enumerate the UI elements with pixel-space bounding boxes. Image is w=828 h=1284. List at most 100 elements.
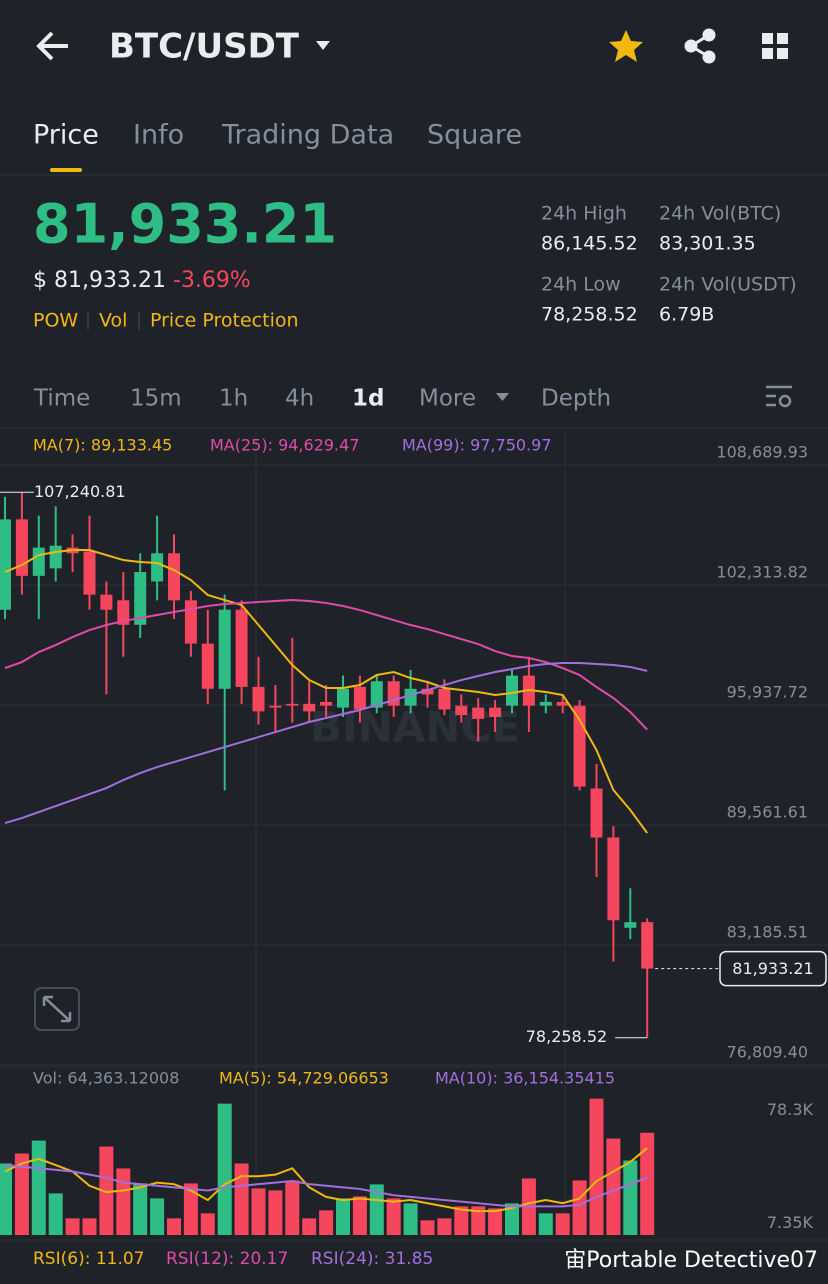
volume-bar [623, 1160, 638, 1235]
pair-dropdown[interactable] [316, 41, 330, 50]
volume-bar [454, 1206, 469, 1235]
legend-entry: MA(10): 36,154.35415 [435, 1069, 615, 1088]
candle-body [100, 594, 113, 610]
tab[interactable]: Info [133, 120, 184, 151]
stat-value: 86,145.52 [541, 233, 638, 255]
tag[interactable]: Vol [99, 310, 127, 332]
candle-body [337, 688, 349, 708]
high-label: 107,240.81 [34, 482, 126, 501]
volume-bar [14, 1153, 29, 1235]
volume-bar [538, 1213, 553, 1235]
volume-bar [0, 1163, 12, 1235]
volume-bar [99, 1146, 114, 1235]
volume-bar [82, 1218, 97, 1235]
user-watermark: 宙Portable Detective07 [564, 1248, 818, 1273]
tab[interactable]: Price [33, 120, 99, 151]
share-button[interactable] [684, 28, 716, 64]
volume-bar [437, 1218, 452, 1235]
legend-entry: MA(25): 94,629.47 [210, 436, 360, 455]
rsi-label: RSI(6): 11.07 [33, 1249, 145, 1269]
volume-bar [319, 1210, 334, 1235]
volume-bar [336, 1198, 350, 1235]
y-tick-label: 108,689.93 [716, 443, 808, 462]
volume-bar [133, 1183, 148, 1235]
last-price: 81,933.21 [33, 193, 337, 256]
tab-indicator [50, 168, 82, 172]
candle-body [0, 519, 11, 610]
fullscreen-icon [42, 995, 72, 1023]
volume-bar [31, 1140, 46, 1235]
interval[interactable]: 4h [285, 386, 314, 412]
candle-body [607, 837, 620, 921]
fullscreen-button[interactable] [34, 987, 80, 1031]
candle-body [201, 643, 214, 689]
interval[interactable]: 1h [219, 386, 248, 412]
volume-bar [302, 1218, 317, 1235]
stat-label: 24h Low [541, 274, 621, 296]
volume-bar [65, 1218, 80, 1235]
volume-label: Vol: 64,363.12008 [33, 1069, 179, 1088]
candle-body [573, 705, 586, 787]
candle-body [624, 922, 637, 928]
volume-bar [183, 1183, 198, 1235]
volume-bar [640, 1132, 655, 1235]
volume-bar [352, 1196, 367, 1235]
candle-body [184, 600, 197, 644]
volume-bar [217, 1103, 232, 1235]
volume-bar [369, 1184, 384, 1235]
tag[interactable]: POW [33, 310, 78, 332]
last-price-box [719, 950, 827, 987]
watermark: BINANCE [310, 703, 520, 752]
interval[interactable]: 1d [352, 386, 384, 412]
stat-label: 24h Vol(USDT) [659, 274, 797, 296]
interval[interactable]: Time [33, 386, 90, 412]
candle-body [556, 701, 569, 706]
rsi-label: RSI(12): 20.17 [166, 1249, 288, 1269]
chart-settings[interactable] [766, 385, 792, 408]
ma-line [4, 599, 648, 731]
y-tick-label: 83,185.51 [727, 922, 808, 941]
interval[interactable]: Depth [541, 386, 611, 412]
candle-body [489, 707, 502, 718]
volume-bar [150, 1198, 165, 1235]
interval[interactable]: More [419, 386, 476, 412]
stat-label: 24h Vol(BTC) [659, 203, 781, 225]
tab[interactable]: Trading Data [221, 120, 394, 151]
favorite-star[interactable] [609, 30, 643, 62]
layout-button[interactable] [762, 33, 788, 59]
more-dropdown[interactable] [496, 393, 509, 401]
volume-bar [48, 1193, 63, 1235]
tag[interactable]: Price Protection [150, 310, 299, 332]
pair-title[interactable]: BTC/USDT [109, 27, 300, 67]
rsi-label: RSI(24): 31.85 [311, 1249, 433, 1269]
legend-entry: MA(7): 89,133.45 [33, 436, 172, 455]
tab[interactable]: Square [427, 120, 522, 151]
volume-bar [268, 1190, 283, 1235]
interval[interactable]: 15m [130, 386, 182, 412]
y-tick-label: 78.3K [767, 1100, 814, 1119]
candle-body [252, 686, 265, 712]
volume-bar [505, 1203, 519, 1235]
candle-body [303, 703, 316, 712]
volume-bar [200, 1213, 215, 1235]
price-chart: 108,689.93 102,313.82 95,937.72 89,561.61 83… [0, 436, 828, 1235]
back-button[interactable] [36, 31, 68, 61]
candle-body [438, 688, 451, 710]
candle-body [404, 688, 417, 706]
candle-body [83, 551, 96, 595]
candle-body [641, 922, 654, 969]
stat-value: 78,258.52 [541, 304, 638, 326]
volume-bar [251, 1188, 266, 1235]
candle-body [49, 545, 62, 569]
ma-line [4, 1164, 648, 1208]
last-price-label: 81,933.21 [732, 959, 813, 978]
stat-label: 24h High [541, 203, 627, 225]
y-tick-label: 102,313.82 [716, 563, 808, 582]
volume-bar [555, 1213, 570, 1235]
ma-line [4, 1147, 648, 1213]
candle-body [218, 609, 231, 689]
candle-body [32, 547, 45, 576]
stat-value: 83,301.35 [659, 233, 756, 255]
